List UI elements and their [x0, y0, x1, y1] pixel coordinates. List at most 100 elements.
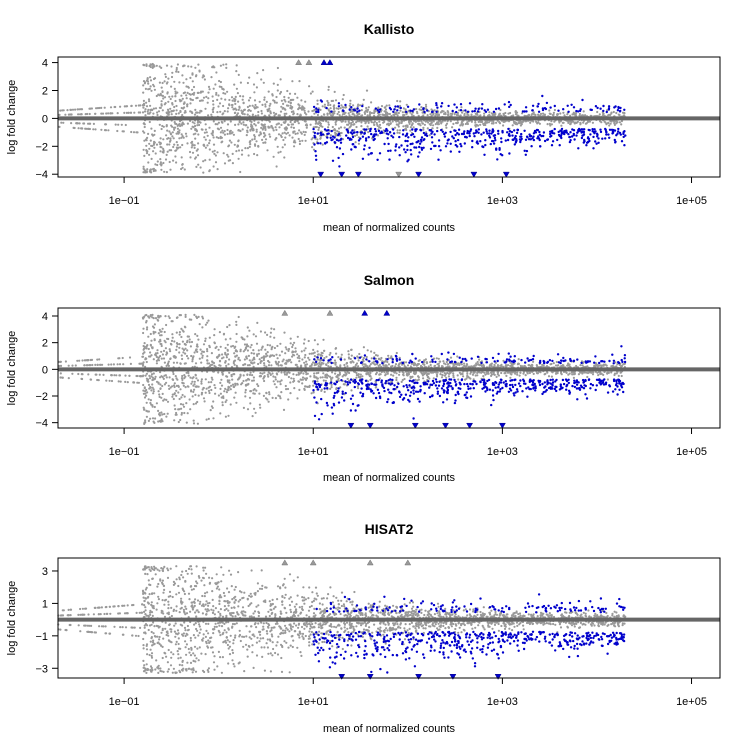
data-point [222, 63, 225, 66]
data-point [145, 360, 148, 364]
data-point [241, 149, 244, 152]
data-point [187, 86, 190, 89]
data-point [222, 92, 225, 95]
data-point [149, 104, 152, 107]
significant-point [377, 129, 381, 133]
data-point [215, 91, 218, 95]
data-point [193, 313, 196, 316]
significant-point [455, 110, 458, 114]
data-point [159, 150, 162, 153]
data-point [213, 384, 216, 387]
data-point [251, 415, 254, 418]
significant-point [623, 108, 626, 112]
data-point [412, 361, 415, 364]
data-point [150, 389, 153, 392]
data-point [314, 122, 317, 125]
data-point [218, 360, 222, 363]
data-point [575, 121, 578, 124]
data-point [548, 122, 552, 125]
data-point [231, 131, 234, 134]
data-point [83, 122, 86, 125]
data-point [198, 120, 201, 123]
data-point [170, 110, 173, 113]
data-point [387, 354, 390, 357]
data-point [461, 111, 464, 114]
data-point [78, 359, 81, 362]
data-point [243, 108, 246, 111]
significant-point [368, 146, 371, 149]
significant-point [319, 99, 323, 102]
data-point [424, 120, 427, 123]
data-point [195, 165, 198, 168]
data-point [173, 121, 176, 124]
significant-point [327, 129, 330, 132]
data-point [246, 131, 249, 134]
data-point [258, 392, 261, 395]
data-point [154, 152, 157, 155]
data-point [435, 373, 439, 376]
data-point [168, 387, 171, 390]
data-point [376, 124, 379, 127]
data-point [557, 364, 560, 367]
significant-point [331, 159, 335, 162]
data-point [166, 137, 169, 140]
data-point [234, 111, 237, 114]
significant-point [558, 144, 561, 147]
significant-point [435, 103, 438, 107]
data-point [192, 390, 195, 393]
data-point [366, 125, 369, 128]
data-point [228, 98, 231, 102]
data-point [313, 339, 316, 342]
data-point [109, 112, 112, 115]
data-point [378, 123, 382, 126]
data-point [91, 363, 94, 367]
data-point [59, 360, 63, 363]
data-point [163, 412, 166, 416]
data-point [250, 120, 253, 124]
data-point [319, 108, 322, 111]
significant-point [351, 135, 355, 139]
data-point [445, 360, 448, 364]
data-point [161, 109, 164, 112]
data-point [329, 387, 332, 390]
data-point [59, 109, 62, 112]
significant-point [456, 132, 459, 135]
data-point [235, 401, 238, 404]
data-point [195, 315, 198, 318]
data-point [247, 109, 250, 112]
data-point [271, 396, 274, 399]
data-point [374, 386, 377, 389]
data-point [261, 103, 264, 106]
data-point [219, 392, 222, 395]
data-point [175, 348, 178, 351]
data-point [221, 113, 224, 116]
significant-point [549, 132, 552, 136]
significant-point [323, 128, 327, 131]
data-point [80, 127, 83, 130]
data-point [441, 109, 444, 113]
significant-point [367, 136, 370, 139]
data-point [175, 331, 178, 334]
data-point [312, 384, 315, 387]
data-point [125, 105, 128, 108]
significant-point [356, 131, 359, 134]
significant-point [523, 129, 526, 132]
significant-point [350, 148, 353, 151]
data-point [189, 102, 192, 105]
significant-point [492, 110, 496, 114]
significant-point [454, 133, 457, 137]
data-point [222, 152, 225, 155]
data-point [605, 122, 608, 125]
data-point [143, 345, 146, 349]
data-point [226, 123, 230, 126]
data-point [186, 91, 189, 94]
significant-point [314, 154, 318, 157]
data-point [566, 113, 569, 116]
data-point [266, 149, 269, 152]
data-point [556, 113, 560, 116]
data-point [537, 113, 540, 116]
data-point [389, 122, 392, 125]
data-point [200, 378, 203, 381]
significant-point [314, 150, 317, 153]
data-point [300, 99, 303, 102]
